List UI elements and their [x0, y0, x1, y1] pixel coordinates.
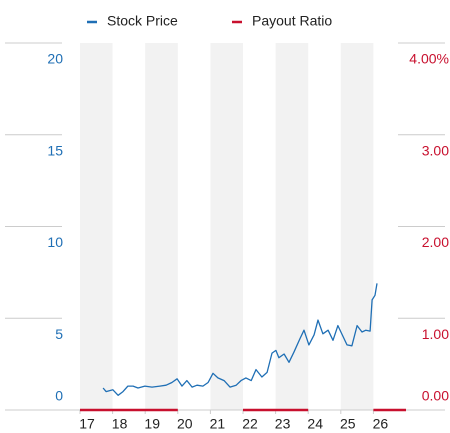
- y-tick-label: 15: [47, 142, 63, 158]
- x-tick-label: 24: [307, 416, 323, 432]
- x-tick-label: 25: [340, 416, 356, 432]
- legend-label: Payout Ratio: [252, 13, 332, 29]
- year-band: [210, 43, 243, 410]
- year-band: [340, 43, 374, 410]
- year-band: [275, 43, 309, 410]
- x-tick-label: 17: [79, 416, 95, 432]
- y-tick-label: 20: [47, 51, 63, 67]
- x-tick-label: 22: [242, 416, 258, 432]
- y-tick-label: 10: [47, 234, 63, 250]
- y2-tick-label: 2.00: [422, 234, 449, 250]
- x-tick-label: 21: [210, 416, 226, 432]
- x-tick-label: 23: [275, 416, 291, 432]
- x-tick-label: 26: [373, 416, 389, 432]
- y2-tick-label: 3.00: [422, 142, 449, 158]
- y2-tick-label: 0.00: [422, 388, 449, 404]
- y-tick-label: 0: [55, 388, 63, 404]
- year-band: [80, 43, 113, 410]
- series-line: [102, 283, 378, 396]
- y-tick-label: 5: [55, 326, 63, 342]
- y2-tick-label: 4.00%: [409, 51, 449, 67]
- x-tick-label: 18: [112, 416, 128, 432]
- legend-label: Stock Price: [107, 13, 178, 29]
- x-tick-label: 19: [144, 416, 160, 432]
- year-band: [145, 43, 178, 410]
- x-tick-label: 20: [177, 416, 193, 432]
- y2-tick-label: 1.00: [422, 326, 449, 342]
